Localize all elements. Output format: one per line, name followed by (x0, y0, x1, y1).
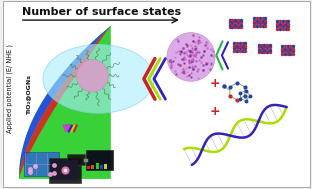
FancyBboxPatch shape (24, 152, 59, 176)
Text: Applied potential (E/ NHE ): Applied potential (E/ NHE ) (7, 44, 13, 133)
Circle shape (167, 33, 215, 81)
FancyBboxPatch shape (100, 166, 103, 169)
FancyBboxPatch shape (3, 1, 311, 188)
Polygon shape (19, 26, 111, 179)
Ellipse shape (43, 44, 154, 113)
FancyBboxPatch shape (104, 164, 107, 169)
FancyBboxPatch shape (86, 150, 113, 170)
FancyBboxPatch shape (91, 165, 95, 169)
FancyBboxPatch shape (51, 160, 78, 180)
Circle shape (76, 60, 108, 92)
Text: +: + (210, 77, 220, 90)
FancyBboxPatch shape (49, 158, 80, 183)
Text: Number of surface states: Number of surface states (22, 7, 181, 17)
Text: +: + (210, 105, 220, 118)
Text: TiO₂@OGNs: TiO₂@OGNs (26, 74, 31, 115)
FancyBboxPatch shape (96, 163, 99, 169)
Polygon shape (19, 26, 111, 179)
FancyBboxPatch shape (67, 154, 85, 165)
Polygon shape (19, 26, 111, 179)
FancyBboxPatch shape (87, 166, 90, 169)
